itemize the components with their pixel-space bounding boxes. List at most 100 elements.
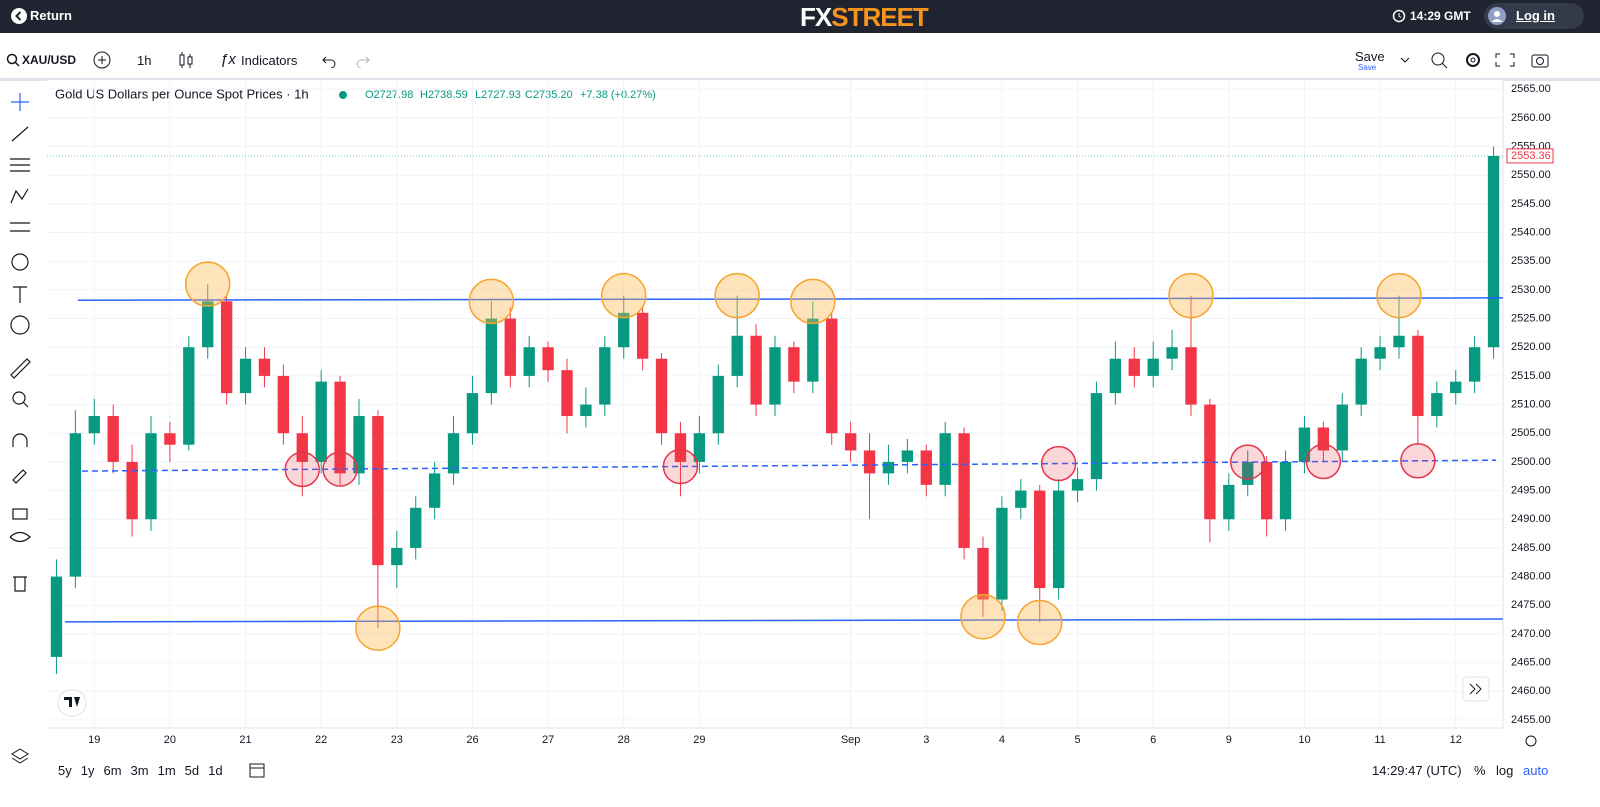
- last-price-label: 2553.36: [1511, 150, 1551, 162]
- candle-body: [447, 433, 460, 474]
- candle-body: [391, 547, 403, 566]
- x-tick-label: 12: [1450, 734, 1462, 746]
- highlight-circle: [1305, 443, 1342, 480]
- candle-body: [1034, 490, 1046, 589]
- candle-body: [807, 318, 819, 382]
- range-button[interactable]: 6m: [103, 763, 122, 778]
- candle-body: [504, 318, 516, 376]
- candle-body: [334, 381, 346, 474]
- candle-body: [939, 433, 951, 485]
- candle-body: [466, 393, 479, 434]
- candle-body: [731, 335, 743, 376]
- candle-body: [1279, 461, 1292, 520]
- candle-body: [126, 461, 138, 520]
- x-tick-label: 3: [923, 734, 929, 746]
- y-tick-label: 2560.00: [1511, 112, 1551, 124]
- range-button[interactable]: 3m: [130, 763, 149, 778]
- y-tick-label: 2460.00: [1511, 685, 1551, 697]
- y-tick-label: 2565.00: [1511, 83, 1551, 95]
- undo-icon[interactable]: [321, 54, 337, 68]
- y-tick-label: 2525.00: [1511, 312, 1551, 324]
- candle-body: [1242, 461, 1254, 485]
- return-icon[interactable]: [10, 7, 28, 25]
- range-button[interactable]: 5y: [58, 763, 72, 778]
- log-toggle[interactable]: log: [1496, 763, 1514, 778]
- chart-style-icon[interactable]: [178, 51, 194, 69]
- candle-body: [107, 416, 119, 462]
- highlight-circle: [662, 448, 699, 485]
- legend-close: C2735.20: [525, 89, 573, 101]
- drawing-toolbar[interactable]: [0, 85, 40, 605]
- candle-body: [239, 358, 252, 394]
- candle-body: [1298, 427, 1311, 462]
- market-status: [339, 91, 347, 99]
- clock: 14:29:47 (UTC): [1372, 763, 1462, 778]
- y-tick-label: 2535.00: [1511, 255, 1551, 267]
- range-button[interactable]: 1y: [80, 763, 95, 778]
- candle-body: [1090, 393, 1103, 480]
- interval[interactable]: 1h: [137, 53, 152, 68]
- candle-body: [542, 347, 554, 371]
- indicators-icon[interactable]: ƒx: [220, 51, 236, 68]
- range-button[interactable]: 5d: [184, 763, 200, 778]
- highlight-circle: [468, 278, 515, 325]
- y-tick-label: 2480.00: [1511, 571, 1551, 583]
- y-tick-label: 2490.00: [1511, 513, 1551, 525]
- range-button[interactable]: 1m: [157, 763, 176, 778]
- range-button[interactable]: 1d: [208, 763, 223, 778]
- y-tick-label: 2545.00: [1511, 198, 1551, 210]
- candle-body: [50, 576, 63, 657]
- candle-body: [410, 507, 422, 548]
- snapshot-icon[interactable]: [1530, 50, 1550, 70]
- candle-body: [1355, 358, 1367, 405]
- indicators-button[interactable]: Indicators: [241, 53, 298, 68]
- search-icon[interactable]: [6, 53, 20, 67]
- highlight-circle: [714, 272, 760, 319]
- range-buttons: 5y 1y 6m 3m 1m 5d 1d: [58, 763, 232, 778]
- candle-body: [145, 433, 157, 520]
- auto-toggle[interactable]: auto: [1523, 763, 1549, 778]
- compare-icon[interactable]: [93, 51, 111, 69]
- scroll-icon: [1469, 683, 1482, 695]
- y-tick-label: 2540.00: [1511, 226, 1551, 238]
- goto-date-icon[interactable]: [248, 761, 266, 779]
- candle-body: [88, 416, 100, 434]
- candle-body: [674, 433, 687, 462]
- candle-body: [599, 347, 611, 405]
- candle-body: [523, 347, 535, 376]
- y-tick-label: 2550.00: [1511, 169, 1551, 181]
- candle-body: [750, 335, 762, 405]
- trend-line: [81, 459, 1497, 472]
- redo-icon[interactable]: [355, 54, 371, 68]
- return-link[interactable]: Return: [30, 8, 72, 23]
- percent-toggle[interactable]: %: [1474, 763, 1486, 778]
- logo[interactable]: FXSTREET: [800, 2, 929, 33]
- candle-body: [920, 450, 932, 485]
- x-tick-label: Sep: [841, 734, 861, 746]
- toolbar-icons[interactable]: [1398, 50, 1518, 70]
- candle-body: [1336, 404, 1348, 451]
- candle-body: [693, 433, 706, 462]
- login-button[interactable]: Log in: [1484, 3, 1584, 29]
- candle-body: [580, 404, 592, 417]
- candle-body: [977, 547, 989, 600]
- candle-body: [1450, 381, 1462, 394]
- candle-body: [844, 433, 857, 451]
- footer: 5y 1y 6m 3m 1m 5d 1d 14:29:47 (UTC) % log auto: [40, 758, 1560, 782]
- symbol[interactable]: XAU/USD: [22, 53, 77, 67]
- candle-body: [164, 433, 176, 445]
- layers-icon[interactable]: [10, 746, 30, 766]
- x-tick-label: 28: [618, 734, 630, 746]
- candle-body: [1128, 358, 1140, 376]
- y-tick-label: 2475.00: [1511, 599, 1551, 611]
- save-button[interactable]: Save: [1355, 49, 1385, 64]
- last-price-box: [1506, 148, 1554, 164]
- candle-body: [1015, 490, 1027, 508]
- toolbar: XAU/USD 1h ƒx Indicators Save Save: [0, 44, 1600, 76]
- header: Return FXSTREET 14:29 GMT Log in: [0, 0, 1600, 33]
- candle-body: [183, 347, 195, 445]
- candle-body: [882, 461, 895, 474]
- candle-body: [1412, 335, 1424, 417]
- candle-body: [485, 318, 498, 394]
